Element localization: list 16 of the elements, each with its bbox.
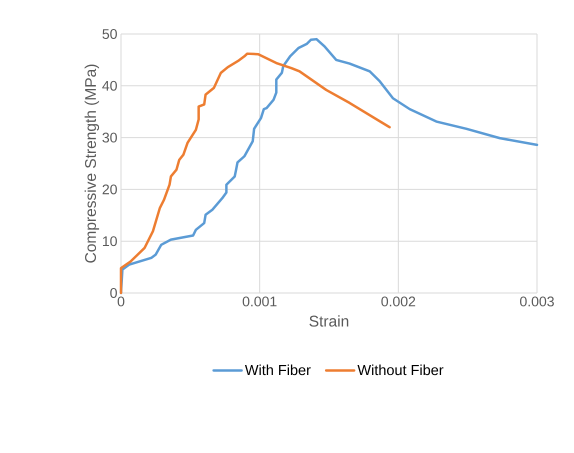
x-tick-label: 0.003: [520, 296, 554, 306]
x-tick-label: 0: [118, 296, 124, 306]
x-axis-title: Strain: [309, 315, 348, 327]
line-series: [120, 52, 391, 294]
x-tick-label: 0.002: [381, 296, 416, 306]
y-tick-label: 30: [102, 132, 117, 143]
legend-label: With Fiber: [244, 364, 311, 376]
y-tick-label: 50: [102, 29, 117, 39]
line-series: [120, 38, 538, 294]
y-tick-label: 40: [102, 80, 117, 91]
y-tick-label: 10: [102, 236, 117, 246]
y-axis-title: Compressive Strength (MPa): [84, 64, 100, 263]
y-tick-label: 0: [110, 288, 117, 298]
legend-label: Without Fiber: [357, 364, 444, 376]
y-tick-label: 20: [102, 184, 117, 194]
x-tick-label: 0.001: [242, 296, 277, 306]
